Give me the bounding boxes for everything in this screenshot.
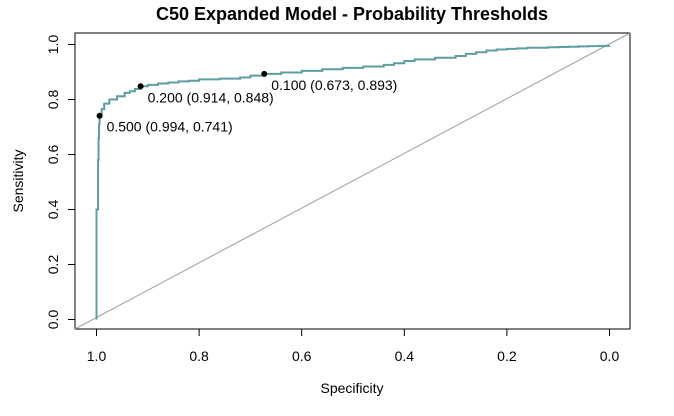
chart-title: C50 Expanded Model - Probability Thresho…: [156, 4, 548, 24]
y-tick-label: 0.8: [45, 90, 61, 110]
y-tick-label: 0.6: [45, 145, 61, 165]
roc-curve: [95, 44, 611, 320]
threshold-label: 0.100 (0.673, 0.893): [271, 77, 397, 93]
threshold-point: [261, 70, 268, 77]
reference-diagonal: [74, 32, 631, 330]
threshold-label: 0.200 (0.914, 0.848): [148, 89, 274, 105]
y-tick-label: 0.2: [45, 255, 61, 275]
threshold-label: 0.500 (0.994, 0.741): [107, 119, 233, 135]
x-tick-label: 1.0: [87, 348, 107, 364]
x-tick-label: 0.2: [497, 348, 517, 364]
x-tick-label: 0.0: [600, 348, 620, 364]
y-axis: 0.0 0.2 0.4 0.6 0.8 1.0: [45, 35, 76, 330]
y-tick-label: 0.0: [45, 310, 61, 330]
x-axis-label: Specificity: [320, 380, 383, 396]
y-tick-label: 1.0: [45, 35, 61, 55]
threshold-point: [137, 83, 144, 90]
threshold-annotations: 0.500 (0.994, 0.741) 0.200 (0.914, 0.848)…: [96, 70, 397, 135]
x-axis: 1.0 0.8 0.6 0.4 0.2 0.0: [87, 328, 620, 364]
x-tick-label: 0.6: [292, 348, 312, 364]
threshold-point: [96, 112, 103, 119]
y-tick-label: 0.4: [45, 200, 61, 220]
x-tick-label: 0.4: [395, 348, 415, 364]
y-axis-label: Sensitivity: [10, 149, 26, 212]
x-tick-label: 0.8: [189, 348, 209, 364]
